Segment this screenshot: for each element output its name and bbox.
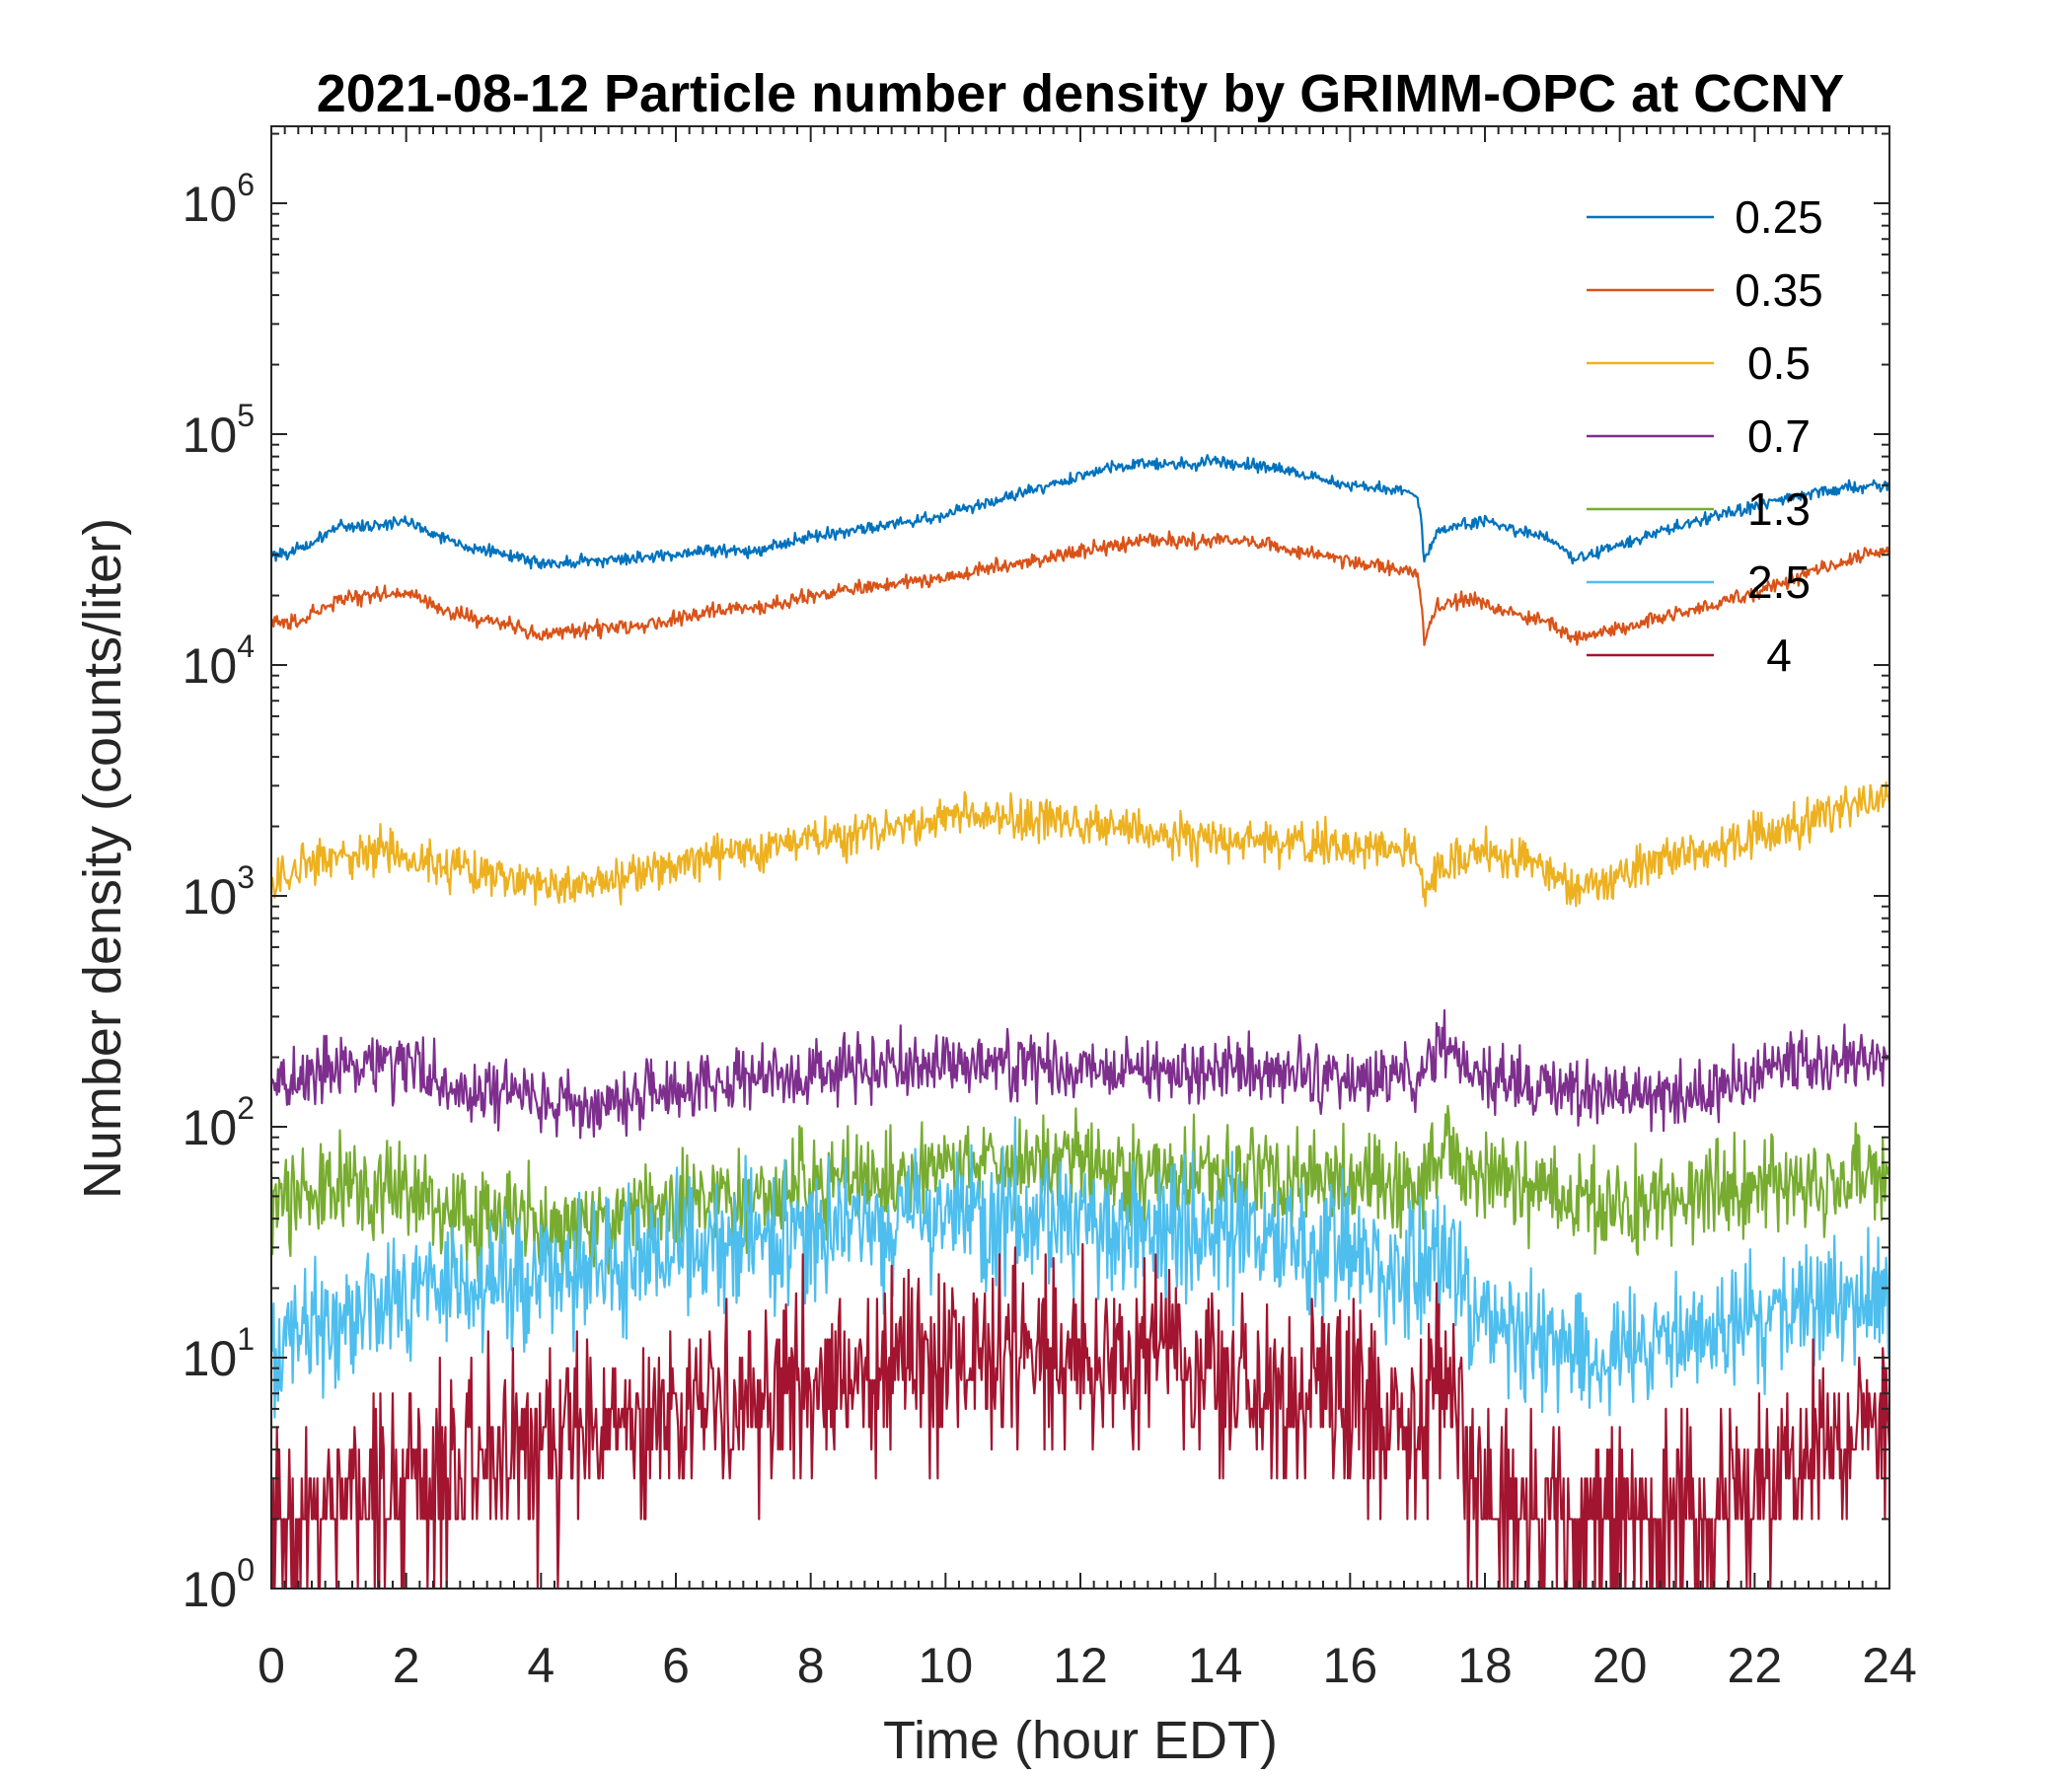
legend-item: 2.5 bbox=[1587, 556, 1811, 608]
y-tick-base: 10 bbox=[183, 869, 238, 925]
y-axis-label: Number density (counts/liter) bbox=[73, 518, 132, 1199]
y-tick-base: 10 bbox=[183, 177, 238, 232]
y-tick-label: 100 bbox=[183, 1552, 255, 1617]
y-tick-exponent: 3 bbox=[237, 859, 255, 895]
series-line bbox=[269, 530, 1890, 646]
x-tick-label: 4 bbox=[527, 1638, 555, 1693]
series-line bbox=[269, 1104, 1891, 1285]
y-tick-label: 106 bbox=[183, 167, 255, 232]
legend-item: 0.5 bbox=[1587, 337, 1811, 389]
x-tick-label: 2 bbox=[393, 1638, 420, 1693]
legend-label: 0.35 bbox=[1735, 264, 1823, 316]
x-tick-labels: 0 2 4 6 8 10 12 14 16 18 20 22 24 bbox=[258, 1638, 1917, 1693]
y-tick-exponent: 5 bbox=[237, 398, 255, 433]
y-tick-base: 10 bbox=[183, 638, 238, 694]
y-tick-label: 104 bbox=[183, 629, 255, 694]
x-tick-label: 6 bbox=[662, 1638, 690, 1693]
y-tick-base: 10 bbox=[183, 407, 238, 463]
y-tick-label: 101 bbox=[183, 1321, 255, 1386]
y-tick-label: 105 bbox=[183, 398, 255, 463]
ticks-layer bbox=[270, 126, 1890, 1590]
x-tick-label: 24 bbox=[1862, 1638, 1917, 1693]
series-line bbox=[269, 780, 1891, 908]
y-tick-label: 103 bbox=[183, 859, 255, 925]
x-tick-label: 12 bbox=[1053, 1638, 1108, 1693]
x-tick-label: 20 bbox=[1592, 1638, 1648, 1693]
legend-item: 0.35 bbox=[1587, 264, 1823, 316]
series-line bbox=[269, 1116, 1891, 1419]
x-tick-label: 16 bbox=[1323, 1638, 1378, 1693]
x-tick-label: 18 bbox=[1457, 1638, 1513, 1693]
legend-item: 0.25 bbox=[1587, 191, 1823, 243]
y-tick-base: 10 bbox=[183, 1562, 238, 1617]
legend-label: 1.3 bbox=[1747, 483, 1811, 535]
legend-label: 2.5 bbox=[1747, 556, 1811, 608]
series-layer bbox=[269, 454, 1891, 1591]
x-axis-label: Time (hour EDT) bbox=[883, 1711, 1278, 1770]
legend-item: 4 bbox=[1587, 629, 1792, 681]
legend-item: 1.3 bbox=[1587, 483, 1811, 535]
x-tick-label: 10 bbox=[919, 1638, 974, 1693]
series-line bbox=[269, 1008, 1891, 1140]
y-tick-label: 102 bbox=[183, 1090, 255, 1155]
y-tick-exponent: 0 bbox=[237, 1552, 255, 1588]
x-tick-label: 22 bbox=[1728, 1638, 1783, 1693]
y-tick-base: 10 bbox=[183, 1100, 238, 1155]
legend-item: 0.7 bbox=[1587, 410, 1811, 462]
y-tick-exponent: 6 bbox=[237, 167, 255, 202]
y-tick-exponent: 2 bbox=[237, 1090, 255, 1126]
legend: 0.25 0.35 0.5 0.7 1.3 2.5 4 bbox=[1587, 191, 1823, 681]
x-tick-label: 8 bbox=[797, 1638, 825, 1693]
y-tick-exponent: 1 bbox=[237, 1321, 255, 1357]
series-line bbox=[269, 454, 1890, 570]
legend-label: 4 bbox=[1766, 629, 1792, 681]
series-line bbox=[271, 1242, 1891, 1591]
y-tick-base: 10 bbox=[183, 1331, 238, 1386]
y-tick-exponent: 4 bbox=[237, 629, 255, 664]
chart-title: 2021-08-12 Particle number density by GR… bbox=[317, 64, 1844, 123]
x-tick-label: 0 bbox=[258, 1638, 285, 1693]
legend-label: 0.5 bbox=[1747, 337, 1811, 389]
legend-label: 0.7 bbox=[1747, 410, 1811, 462]
x-tick-label: 14 bbox=[1188, 1638, 1243, 1693]
legend-label: 0.25 bbox=[1735, 191, 1823, 243]
